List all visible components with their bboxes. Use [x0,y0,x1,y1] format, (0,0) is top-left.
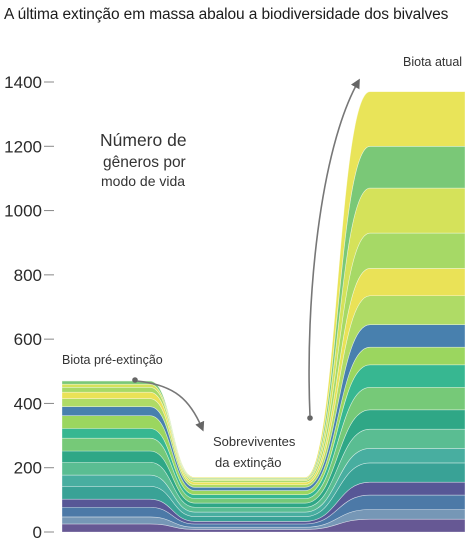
y-tick-label: 800 [14,266,42,285]
label-sobreviventes-line2: da extinção [215,455,282,470]
legend-title-line3: modo de vida [101,173,185,189]
stream-layers [61,91,466,533]
y-tick-label: 600 [14,330,42,349]
label-sobreviventes-line1: Sobreviventes [213,434,296,449]
y-axis: 0 200 400 600 800 1000 1200 1400 [4,73,54,542]
y-tick-label: 400 [14,394,42,413]
legend-title-line1: Número de [100,130,187,150]
arrow-survivors-to-current [307,78,360,421]
y-tick-label: 1200 [4,137,42,156]
y-tick-label: 200 [14,459,42,478]
arrow-pre-to-survivors [132,377,205,432]
label-biota-atual: Biota atual [403,55,462,69]
label-biota-pre-extincao: Biota pré-extinção [62,353,163,367]
y-tick-label: 0 [33,523,42,542]
y-tick-label: 1400 [4,73,42,92]
chart-title: A última extinção em massa abalou a biod… [4,6,449,23]
y-tick-label: 1000 [4,202,42,221]
legend-title-line2: gêneros por [103,154,186,171]
